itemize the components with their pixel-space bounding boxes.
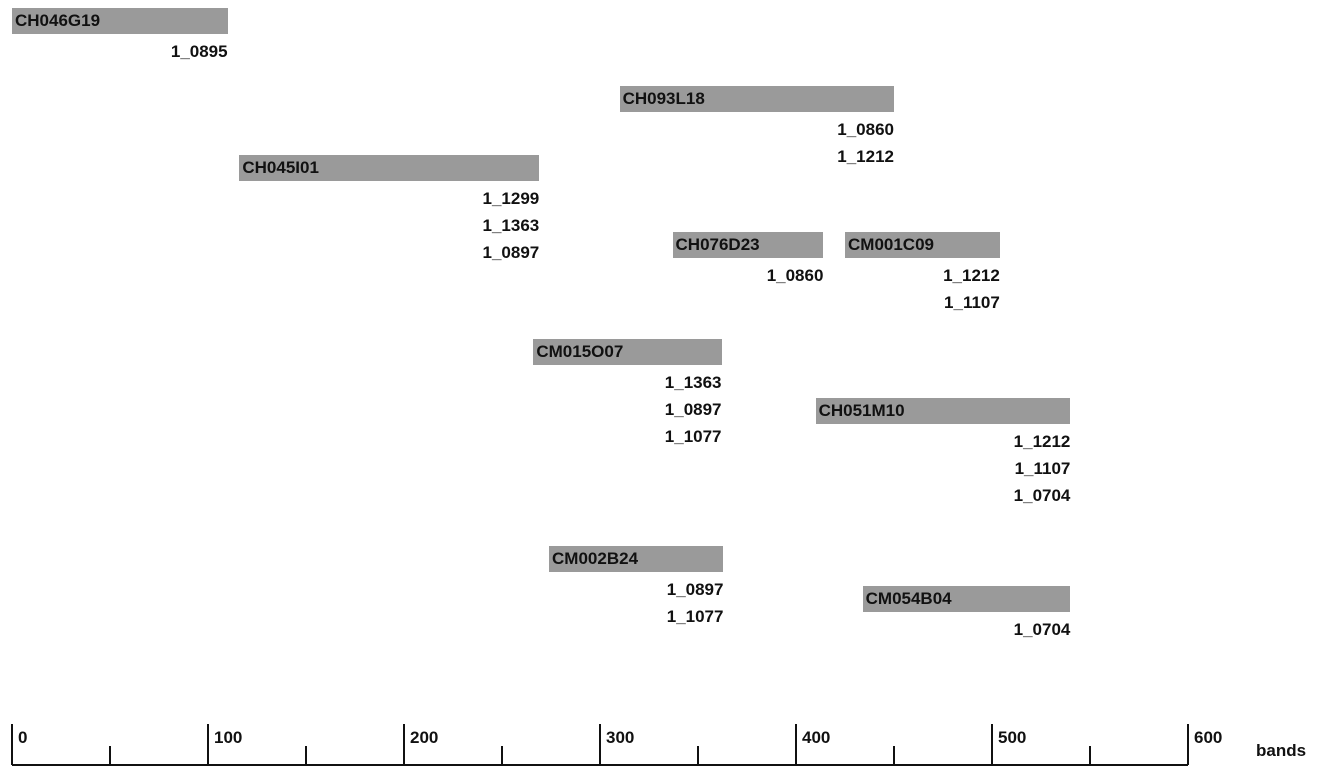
marker-label: 1_0897 [482, 243, 540, 262]
clone-bar: CM054B04 1_0704 [862, 586, 1071, 639]
marker-label: 1_0704 [1013, 486, 1071, 505]
clone-name: CH045I01 [242, 158, 319, 177]
clone-bar: CH046G19 1_0895 [12, 8, 228, 61]
clone-bar: CM015O07 1_1363 1_0897 1_1077 [533, 339, 722, 446]
marker-label: 1_1077 [666, 607, 724, 626]
tick-label: 500 [998, 728, 1027, 747]
marker-label: 1_1212 [943, 266, 1000, 285]
clone-name: CM015O07 [536, 342, 624, 361]
marker-label: 1_0860 [766, 266, 824, 285]
tick-label: 200 [410, 728, 439, 747]
marker-list: 1_0895 [171, 38, 228, 65]
clone-name: CH046G19 [15, 11, 101, 30]
clone-bar: CM001C09 1_1212 1_1107 [845, 232, 1000, 312]
marker-label: 1_0897 [664, 400, 722, 419]
tick-label: 0 [18, 728, 28, 747]
marker-label: 1_0895 [170, 42, 228, 61]
clone-name: CM001C09 [848, 235, 934, 254]
marker-label: 1_1363 [482, 216, 540, 235]
clone-bar: CH076D23 1_0860 [672, 232, 824, 285]
marker-label: 1_1212 [837, 147, 894, 166]
tick-label: 100 [214, 728, 243, 747]
tick-label: 400 [802, 728, 831, 747]
clone-bar: CH051M10 1_1212 1_1107 1_0704 [815, 398, 1071, 505]
marker-list: 1_0860 [767, 262, 824, 289]
clone-name: CM054B04 [865, 589, 952, 608]
clone-bar: CM002B24 1_0897 1_1077 [549, 546, 724, 626]
marker-label: 1_1363 [664, 373, 722, 392]
axis-unit-label: bands [1256, 741, 1307, 760]
clone-name: CM002B24 [552, 549, 639, 568]
marker-label: 1_0897 [666, 580, 724, 599]
marker-list: 1_0897 1_1077 [667, 576, 724, 630]
tick-label: 300 [606, 728, 635, 747]
marker-list: 1_1212 1_1107 1_0704 [1014, 428, 1071, 509]
marker-list: 1_0860 1_1212 [837, 116, 894, 170]
marker-label: 1_1077 [664, 427, 722, 446]
marker-label: 1_1299 [482, 189, 540, 208]
tick-label: 600 [1194, 728, 1223, 747]
marker-label: 1_1107 [1014, 459, 1071, 478]
clone-bar: CH093L18 1_0860 1_1212 [619, 86, 894, 166]
marker-label: 1_0860 [837, 120, 894, 139]
clone-bar: CH045I01 1_1299 1_1363 1_0897 [239, 155, 540, 262]
clone-name: CH076D23 [675, 235, 760, 254]
marker-label: 1_1212 [1013, 432, 1071, 451]
marker-list: 1_1299 1_1363 1_0897 [483, 185, 540, 266]
clone-name: CH093L18 [622, 89, 705, 108]
clone-name: CH051M10 [818, 401, 905, 420]
marker-list: 1_1212 1_1107 [943, 262, 1000, 316]
marker-list: 1_0704 [1014, 616, 1071, 643]
marker-label: 1_0704 [1013, 620, 1071, 639]
marker-list: 1_1363 1_0897 1_1077 [665, 369, 722, 450]
marker-label: 1_1107 [944, 293, 1000, 312]
